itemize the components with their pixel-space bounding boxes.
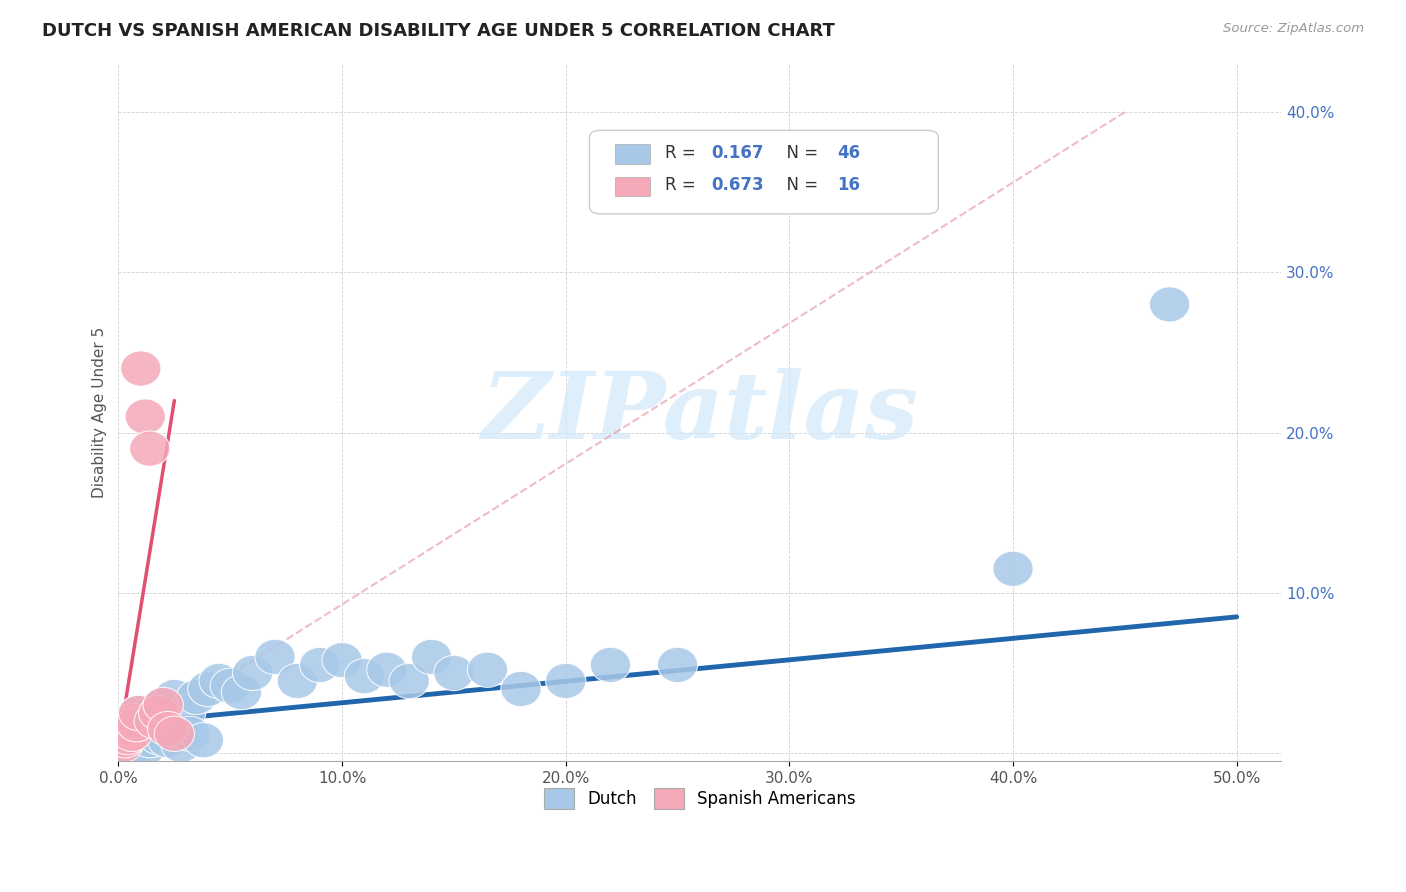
Ellipse shape <box>139 696 179 731</box>
Ellipse shape <box>591 648 630 682</box>
Ellipse shape <box>129 431 170 467</box>
Legend: Dutch, Spanish Americans: Dutch, Spanish Americans <box>537 781 862 815</box>
Ellipse shape <box>132 696 172 731</box>
Ellipse shape <box>114 712 155 747</box>
Ellipse shape <box>200 664 239 698</box>
Text: N =: N = <box>776 144 823 161</box>
Text: ZIPatlas: ZIPatlas <box>481 368 918 458</box>
Ellipse shape <box>501 672 541 706</box>
Ellipse shape <box>221 674 262 710</box>
Ellipse shape <box>121 728 160 763</box>
Ellipse shape <box>110 704 150 739</box>
Ellipse shape <box>277 664 318 698</box>
Ellipse shape <box>122 706 163 742</box>
Ellipse shape <box>111 732 152 767</box>
Ellipse shape <box>254 640 295 674</box>
Text: 0.167: 0.167 <box>711 144 763 161</box>
Ellipse shape <box>344 658 385 694</box>
Ellipse shape <box>148 723 188 758</box>
Ellipse shape <box>412 640 451 674</box>
Ellipse shape <box>155 680 194 714</box>
Ellipse shape <box>143 688 183 723</box>
Ellipse shape <box>160 728 201 763</box>
Ellipse shape <box>105 723 145 758</box>
Ellipse shape <box>232 656 273 690</box>
Text: DUTCH VS SPANISH AMERICAN DISABILITY AGE UNDER 5 CORRELATION CHART: DUTCH VS SPANISH AMERICAN DISABILITY AGE… <box>42 22 835 40</box>
Ellipse shape <box>434 656 474 690</box>
Ellipse shape <box>118 696 159 731</box>
Ellipse shape <box>103 728 143 763</box>
Ellipse shape <box>166 696 205 731</box>
Ellipse shape <box>134 704 174 739</box>
Text: 16: 16 <box>837 176 860 194</box>
Ellipse shape <box>155 716 194 751</box>
Ellipse shape <box>183 723 224 758</box>
Ellipse shape <box>658 648 697 682</box>
Ellipse shape <box>367 652 406 688</box>
Ellipse shape <box>148 712 188 747</box>
Ellipse shape <box>139 720 179 755</box>
Text: 46: 46 <box>837 144 860 161</box>
Ellipse shape <box>188 672 228 706</box>
Ellipse shape <box>121 712 160 747</box>
Ellipse shape <box>1150 287 1189 322</box>
Ellipse shape <box>129 723 170 758</box>
Text: Source: ZipAtlas.com: Source: ZipAtlas.com <box>1223 22 1364 36</box>
Ellipse shape <box>107 720 148 755</box>
Ellipse shape <box>114 704 155 739</box>
Ellipse shape <box>177 680 217 714</box>
FancyBboxPatch shape <box>614 177 650 196</box>
Text: 0.673: 0.673 <box>711 176 765 194</box>
Ellipse shape <box>993 551 1033 586</box>
Ellipse shape <box>110 712 150 747</box>
Ellipse shape <box>118 696 159 731</box>
Text: N =: N = <box>776 176 823 194</box>
Ellipse shape <box>110 731 150 766</box>
FancyBboxPatch shape <box>589 130 938 214</box>
Ellipse shape <box>128 700 167 735</box>
Text: R =: R = <box>665 176 702 194</box>
Ellipse shape <box>125 399 166 434</box>
Ellipse shape <box>143 688 183 723</box>
Text: R =: R = <box>665 144 702 161</box>
Ellipse shape <box>322 642 363 678</box>
Ellipse shape <box>134 706 174 742</box>
Ellipse shape <box>111 716 152 751</box>
Ellipse shape <box>125 731 166 766</box>
Ellipse shape <box>105 728 145 763</box>
Ellipse shape <box>467 652 508 688</box>
Ellipse shape <box>546 664 586 698</box>
Ellipse shape <box>107 720 148 755</box>
FancyBboxPatch shape <box>614 145 650 164</box>
Ellipse shape <box>389 664 429 698</box>
Ellipse shape <box>209 668 250 704</box>
Ellipse shape <box>299 648 340 682</box>
Ellipse shape <box>117 706 156 742</box>
Ellipse shape <box>117 723 156 758</box>
Ellipse shape <box>121 351 160 386</box>
Ellipse shape <box>170 716 209 751</box>
Y-axis label: Disability Age Under 5: Disability Age Under 5 <box>93 327 107 499</box>
